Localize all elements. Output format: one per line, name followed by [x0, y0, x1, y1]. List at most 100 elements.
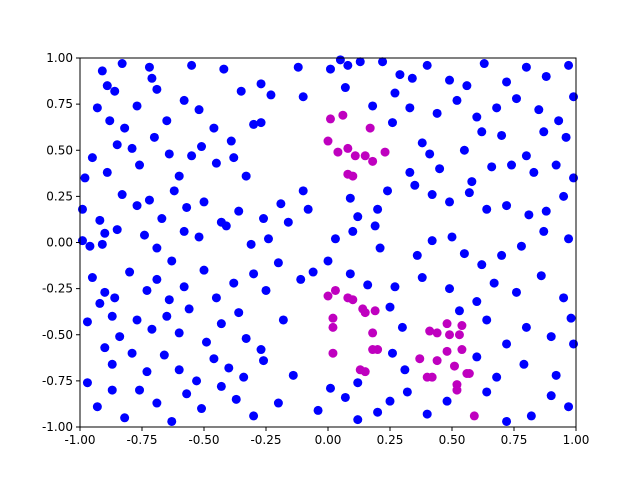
point: [142, 285, 152, 295]
point: [464, 188, 474, 198]
point: [449, 361, 459, 371]
point: [489, 278, 499, 288]
point: [564, 402, 574, 412]
point: [97, 66, 107, 76]
point: [521, 151, 531, 161]
point: [110, 293, 120, 303]
point: [229, 153, 239, 163]
point: [427, 372, 437, 382]
point: [387, 118, 397, 128]
point: [298, 186, 308, 196]
point: [197, 142, 207, 152]
point: [516, 241, 526, 251]
point: [368, 101, 378, 111]
point: [87, 273, 97, 283]
point: [492, 372, 502, 382]
point: [120, 413, 130, 423]
x-tick-label: 0.00: [315, 433, 342, 447]
point: [330, 234, 340, 244]
point: [107, 311, 117, 321]
point: [402, 387, 412, 397]
plot-frame: [79, 57, 577, 428]
point: [546, 391, 556, 401]
point: [80, 173, 90, 183]
point: [226, 136, 236, 146]
point: [179, 226, 189, 236]
point: [373, 204, 383, 214]
point: [152, 84, 162, 94]
point: [385, 396, 395, 406]
point: [529, 167, 539, 177]
x-tick-label: -1.00: [64, 433, 95, 447]
point: [273, 398, 283, 408]
point: [132, 101, 142, 111]
point: [162, 116, 172, 126]
point: [546, 332, 556, 342]
point: [482, 204, 492, 214]
point: [259, 214, 269, 224]
point: [167, 256, 177, 266]
point: [452, 385, 462, 395]
point: [432, 356, 442, 366]
point: [330, 285, 340, 295]
point: [179, 95, 189, 105]
point: [368, 328, 378, 338]
point: [164, 149, 174, 159]
point: [144, 62, 154, 72]
point: [120, 123, 130, 133]
x-tick-label: 0.25: [377, 433, 404, 447]
point: [187, 60, 197, 70]
point: [102, 167, 112, 177]
point: [390, 282, 400, 292]
point: [467, 177, 477, 187]
point: [266, 90, 276, 100]
point: [125, 267, 135, 277]
y-tick-label: 0.25: [46, 189, 73, 203]
point: [127, 143, 137, 153]
point: [77, 204, 87, 214]
point: [340, 83, 350, 93]
point: [479, 59, 489, 69]
point: [370, 306, 380, 316]
point: [132, 315, 142, 325]
point: [383, 186, 393, 196]
point: [373, 345, 383, 355]
point: [425, 149, 435, 159]
point: [345, 269, 355, 279]
point: [541, 71, 551, 81]
point: [400, 365, 410, 375]
point: [454, 330, 464, 340]
point: [239, 372, 249, 382]
point: [445, 284, 455, 294]
point: [492, 103, 502, 113]
point: [348, 295, 358, 305]
point: [194, 232, 204, 242]
point: [135, 385, 145, 395]
point: [559, 191, 569, 201]
point: [442, 396, 452, 406]
point: [459, 145, 469, 155]
point: [199, 197, 209, 207]
point: [263, 234, 273, 244]
point: [179, 282, 189, 292]
point: [100, 228, 110, 238]
point: [477, 260, 487, 270]
point: [472, 352, 482, 362]
point: [85, 241, 95, 251]
point: [192, 376, 202, 386]
point: [105, 116, 115, 126]
point: [323, 136, 333, 146]
point: [343, 143, 353, 153]
point: [144, 195, 154, 205]
point: [524, 210, 534, 220]
x-tick-label: -0.50: [188, 433, 219, 447]
point: [249, 119, 259, 129]
point: [482, 315, 492, 325]
point: [360, 308, 370, 318]
point: [117, 59, 127, 69]
point: [338, 110, 348, 120]
point: [551, 370, 561, 380]
point: [559, 293, 569, 303]
point: [157, 214, 167, 224]
point: [511, 287, 521, 297]
